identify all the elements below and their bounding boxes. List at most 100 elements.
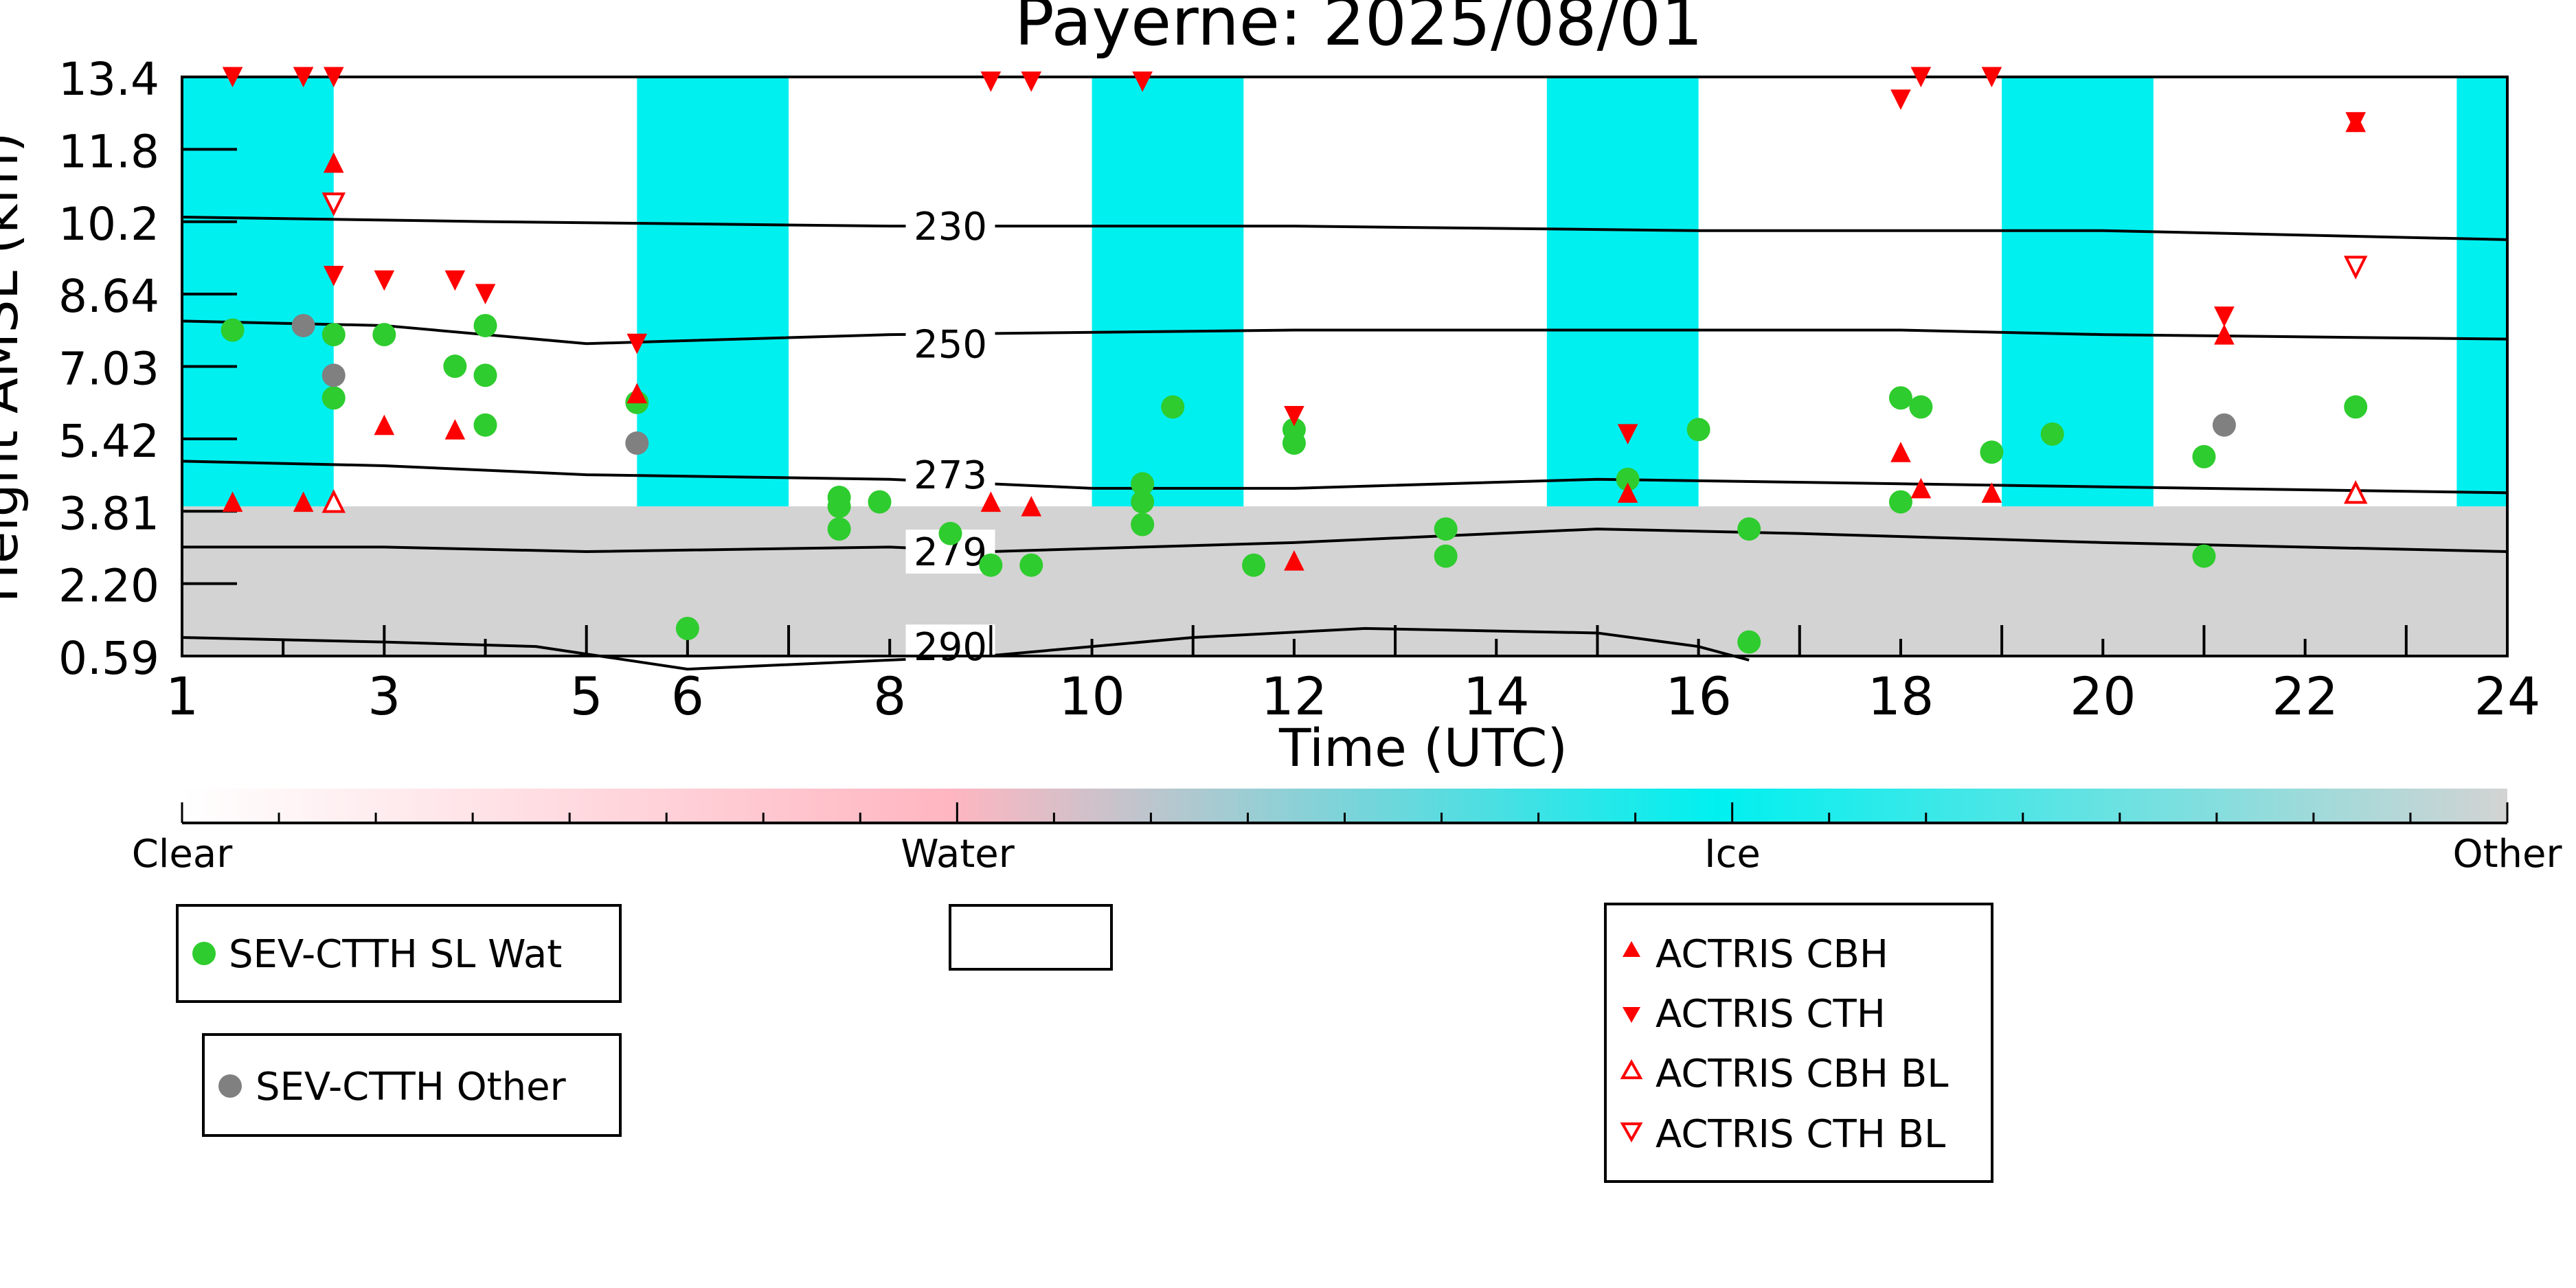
point-sev-ctth-sl-wat <box>1242 553 1266 577</box>
y-tick-label: 0.59 <box>58 632 159 685</box>
y-tick-label: 2.20 <box>58 560 159 613</box>
point-sev-ctth-sl-wat <box>1282 431 1306 455</box>
point-actris-cbh <box>2214 324 2235 345</box>
x-axis-label: Time (UTC) <box>1278 717 1568 778</box>
point-actris-cbh <box>1890 442 1911 462</box>
y-tick-label: 11.8 <box>58 125 159 178</box>
isotherm-279 <box>182 528 2508 553</box>
point-sev-ctth-sl-wat <box>868 490 892 514</box>
point-sev-ctth-other <box>291 313 315 337</box>
legend-label-cbh-bl: ACTRIS CBH BL <box>1656 1052 1948 1096</box>
legend-label-cbh: ACTRIS CBH <box>1656 932 1888 977</box>
colorbar: Clear Water Ice Other <box>132 789 2562 877</box>
point-sev-ctth-sl-wat <box>1131 490 1155 514</box>
colorbar-ticks <box>181 802 2509 823</box>
point-actris-cbh <box>1981 482 2002 503</box>
point-sev-ctth-sl-wat <box>473 313 497 337</box>
y-tick-label: 10.2 <box>58 198 159 251</box>
isotherm-250 <box>181 319 2508 346</box>
point-sev-ctth-sl-wat <box>675 616 699 640</box>
point-sev-ctth-sl-wat <box>1434 517 1458 541</box>
point-actris-cbh-bl <box>2344 479 2368 504</box>
y-tick-label: 5.42 <box>58 415 159 468</box>
point-actris-cbh <box>626 383 648 404</box>
y-axis-label: Height AMSL (km) <box>0 132 30 602</box>
legend-box <box>176 904 622 1003</box>
point-sev-ctth-sl-wat <box>2192 544 2216 568</box>
point-actris-cth <box>293 67 314 88</box>
marker-layer <box>221 67 2368 654</box>
ice-region-1 <box>637 77 789 507</box>
x-tick-label: 14 <box>1463 666 1530 727</box>
point-sev-ctth-sl-wat <box>1888 490 1912 514</box>
point-actris-cbh <box>374 414 395 436</box>
isotherm-label-273: 273 <box>914 453 987 498</box>
y-axis: 13.4 11.8 10.2 8.64 7.03 5.42 3.81 2.20 0.59 <box>58 53 237 685</box>
x-tick-label: 3 <box>368 666 400 727</box>
point-sev-ctth-sl-wat <box>473 413 497 437</box>
isotherm-label-250: 250 <box>914 322 987 367</box>
colorbar-label-other: Other <box>2452 832 2562 877</box>
point-sev-ctth-sl-wat <box>827 517 851 541</box>
point-sev-ctth-sl-wat <box>2040 422 2064 446</box>
legend-sev-wat: SEV-CTTH SL Wat <box>176 904 622 1003</box>
point-actris-cth <box>1132 71 1153 92</box>
other-region <box>182 506 2507 656</box>
x-tick-label: 20 <box>2070 666 2136 727</box>
legend-actris: ACTRIS CBH ACTRIS CTH ACTRIS CBH BL ACTR… <box>1604 903 1993 1183</box>
point-sev-ctth-sl-wat <box>221 318 245 342</box>
isotherm-label-bg <box>905 624 995 669</box>
ice-region-2 <box>1092 77 1244 507</box>
legend-marker-cth <box>1623 1007 1640 1023</box>
point-sev-ctth-sl-wat <box>372 323 396 347</box>
point-actris-cbh <box>1910 477 1932 499</box>
point-actris-cth <box>475 284 496 304</box>
x-tick-label: 1 <box>166 666 199 727</box>
x-tick-label: 6 <box>671 666 704 727</box>
point-actris-cth <box>1021 71 1042 92</box>
legend-marker-cbh <box>1623 941 1640 957</box>
x-tick-label: 18 <box>1868 666 1934 727</box>
point-sev-ctth-sl-wat <box>979 553 1003 577</box>
x-tick-label: 22 <box>2272 666 2338 727</box>
x-tick-label: 16 <box>1665 666 1732 727</box>
point-actris-cth <box>1617 424 1638 445</box>
point-sev-ctth-sl-wat <box>473 363 497 387</box>
point-actris-cth <box>323 266 344 286</box>
point-actris-cth <box>323 67 344 88</box>
x-tick-label: 24 <box>2474 666 2541 727</box>
colorbar-label-clear: Clear <box>132 832 233 877</box>
legend-label-cth: ACTRIS CTH <box>1656 992 1886 1037</box>
x-axis: 1 3 5 6 8 10 12 14 16 18 20 22 24 <box>166 625 2541 727</box>
legend-label-cth-bl: ACTRIS CTH BL <box>1656 1112 1945 1157</box>
point-sev-ctth-other <box>321 363 346 387</box>
point-actris-cbh-bl <box>321 489 346 513</box>
point-sev-ctth-sl-wat <box>1737 630 1761 654</box>
point-actris-cth-bl <box>2344 256 2368 280</box>
cloud-mask-field <box>182 77 2507 656</box>
legend-box <box>202 1033 622 1137</box>
legend-sev-other: SEV-CTTH Other <box>202 1033 622 1137</box>
point-sev-ctth-sl-wat <box>1980 440 2004 464</box>
point-actris-cbh <box>1617 482 1638 503</box>
point-sev-ctth-sl-wat <box>938 521 962 545</box>
point-sev-ctth-sl-wat <box>1434 544 1458 568</box>
ice-region-3 <box>1546 77 1699 507</box>
point-sev-ctth-sl-wat <box>1909 395 1933 419</box>
point-actris-cth <box>980 71 1002 92</box>
point-actris-cbh <box>1284 550 1304 571</box>
point-actris-cth <box>374 270 395 291</box>
point-sev-ctth-sl-wat <box>1888 386 1912 410</box>
isotherm-273 <box>181 460 2508 495</box>
y-tick-label: 13.4 <box>58 53 159 106</box>
isotherm-label-bg <box>905 204 995 249</box>
ice-region-5 <box>2456 77 2507 507</box>
isotherm-label-290: 290 <box>914 625 987 670</box>
isotherm-label-bg <box>905 321 995 366</box>
point-actris-cth-bl <box>321 192 346 216</box>
point-sev-ctth-sl-wat <box>2344 395 2368 419</box>
point-actris-cth <box>1284 406 1304 427</box>
point-actris-cbh <box>980 491 1002 512</box>
